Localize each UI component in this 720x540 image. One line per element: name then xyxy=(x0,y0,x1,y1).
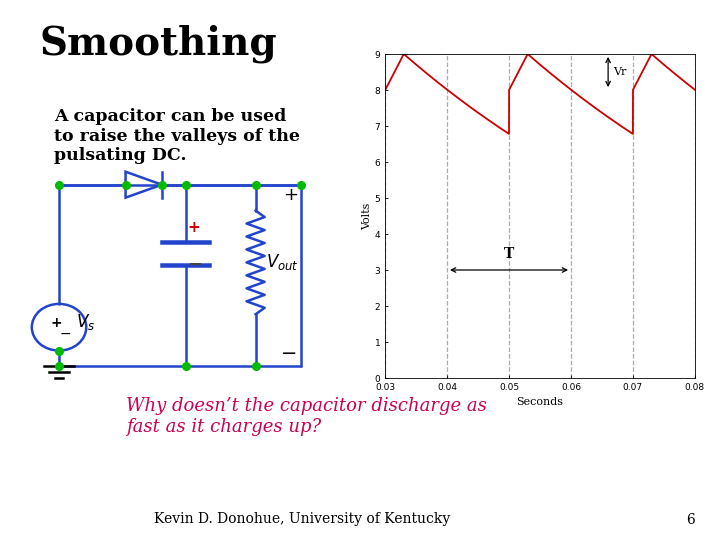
Text: 6: 6 xyxy=(686,512,695,526)
Text: Why doesn’t the capacitor discharge as
fast as it charges up?: Why doesn’t the capacitor discharge as f… xyxy=(126,397,487,436)
Text: Vr: Vr xyxy=(613,67,626,77)
Text: +: + xyxy=(50,316,62,330)
Text: A capacitor can be used
to raise the valleys of the
pulsating DC.: A capacitor can be used to raise the val… xyxy=(54,108,300,164)
X-axis label: Seconds: Seconds xyxy=(516,397,564,407)
Text: $V_{out}$: $V_{out}$ xyxy=(266,252,299,273)
Text: T: T xyxy=(504,247,514,261)
Text: −: − xyxy=(60,327,71,341)
Text: −: − xyxy=(187,256,203,274)
Text: Kevin D. Donohue, University of Kentucky: Kevin D. Donohue, University of Kentucky xyxy=(154,512,451,526)
Text: −: − xyxy=(282,343,297,363)
Text: +: + xyxy=(283,186,298,204)
Text: $V_s$: $V_s$ xyxy=(76,312,95,332)
Text: +: + xyxy=(187,220,200,235)
Text: Smoothing: Smoothing xyxy=(40,24,277,63)
Y-axis label: Volts: Volts xyxy=(362,202,372,230)
